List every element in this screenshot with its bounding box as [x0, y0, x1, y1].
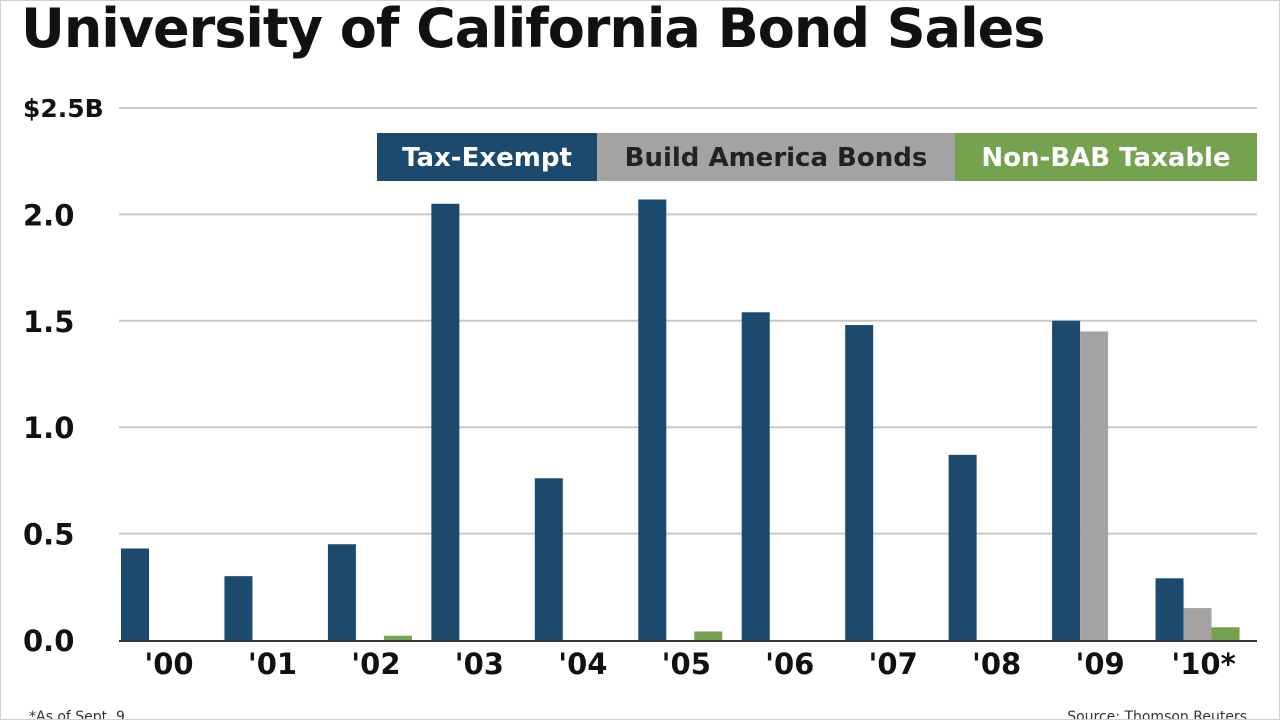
legend-label: Tax-Exempt — [402, 143, 572, 173]
x-tick-label: '08 — [972, 647, 1021, 681]
bar-tax-exempt — [121, 548, 149, 640]
x-tick-label: '02 — [351, 647, 400, 681]
y-tick-label: 0.0 — [23, 624, 74, 658]
y-tick-label: 2.0 — [23, 198, 74, 232]
y-tick-label: 0.5 — [23, 518, 74, 552]
bar-tax-exempt — [1155, 578, 1184, 640]
bar-non-bab-taxable — [383, 635, 412, 640]
bar-tax-exempt — [948, 454, 977, 640]
bar-tax-exempt — [327, 544, 356, 640]
bar-build-america-bonds — [1183, 608, 1212, 640]
legend-label: Build America Bonds — [625, 143, 928, 173]
legend-label: Non-BAB Taxable — [981, 143, 1230, 173]
x-tick-label: '01 — [248, 647, 297, 681]
x-tick-label: '10* — [1171, 647, 1235, 681]
chart-source: Source: Thomson Reuters — [1067, 709, 1247, 720]
y-tick-label: $2.5B — [23, 94, 104, 123]
y-tick-label: 1.5 — [23, 305, 74, 339]
bar-tax-exempt — [224, 576, 253, 640]
bar-build-america-bonds — [1080, 331, 1109, 640]
bar-non-bab-taxable — [694, 631, 723, 640]
bar-tax-exempt — [845, 325, 874, 640]
bar-tax-exempt — [534, 478, 563, 640]
bar-non-bab-taxable — [1211, 627, 1240, 640]
x-tick-label: '06 — [765, 647, 814, 681]
chart-title: University of California Bond Sales — [21, 0, 1045, 60]
x-tick-label: '00 — [144, 647, 193, 681]
x-tick-label: '03 — [455, 647, 504, 681]
legend-swatch — [597, 133, 955, 181]
bar-tax-exempt — [431, 203, 460, 640]
chart-footnote: *As of Sept. 9 — [29, 709, 125, 720]
x-tick-label: '04 — [558, 647, 607, 681]
bar-tax-exempt — [1052, 320, 1081, 640]
legend-swatch — [377, 133, 597, 181]
x-tick-label: '07 — [869, 647, 918, 681]
y-tick-label: 1.0 — [23, 411, 74, 445]
bar-tax-exempt — [741, 312, 770, 640]
bar-tax-exempt — [638, 199, 667, 640]
x-tick-label: '05 — [662, 647, 711, 681]
legend-swatch — [955, 133, 1257, 181]
x-tick-label: '09 — [1075, 647, 1124, 681]
